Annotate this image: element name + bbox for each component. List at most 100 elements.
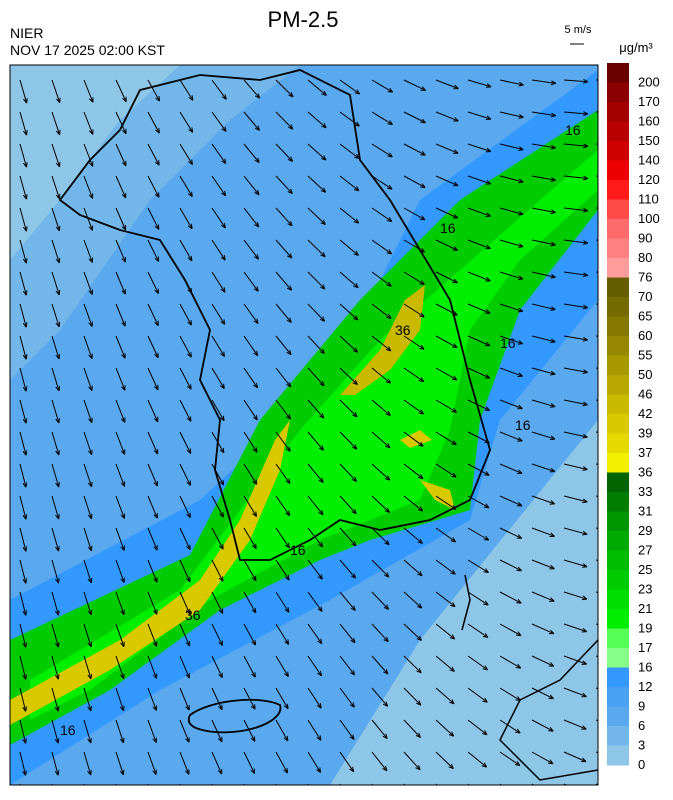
colorbar-label: 90: [638, 231, 652, 246]
colorbar-label: 120: [638, 172, 660, 187]
wind-arrow: [500, 784, 519, 795]
contour-label: 16: [440, 220, 456, 236]
colorbar-label: 140: [638, 153, 660, 168]
colorbar-box: [607, 200, 629, 220]
colorbar-label: 29: [638, 523, 652, 538]
wind-arrow: [52, 784, 58, 795]
colorbar-label: 42: [638, 406, 652, 421]
colorbar-label: 25: [638, 562, 652, 577]
contour-label: 16: [60, 722, 76, 738]
colorbar-label: 27: [638, 543, 652, 558]
colorbar-box: [607, 161, 629, 181]
colorbar-box: [607, 434, 629, 454]
colorbar-label: 31: [638, 504, 652, 519]
colorbar-box: [607, 219, 629, 239]
colorbar-label: 12: [638, 679, 652, 694]
colorbar-label: 21: [638, 601, 652, 616]
colorbar-label: 60: [638, 328, 652, 343]
colorbar-box: [607, 551, 629, 571]
colorbar-box: [607, 687, 629, 707]
colorbar-label: 19: [638, 621, 652, 636]
wind-arrow: [340, 784, 353, 795]
colorbar-label: 150: [638, 133, 660, 148]
colorbar-label: 37: [638, 445, 652, 460]
wind-arrow: [180, 784, 189, 795]
colorbar-box: [607, 531, 629, 551]
title: PM-2.5: [268, 7, 339, 32]
colorbar-label: 80: [638, 250, 652, 265]
colorbar-box: [607, 83, 629, 103]
colorbar-label: 200: [638, 75, 660, 90]
colorbar-box: [607, 570, 629, 590]
colorbar-label: 50: [638, 367, 652, 382]
colorbar-box: [607, 726, 629, 746]
colorbar-box: [607, 609, 629, 629]
colorbar-label: 55: [638, 348, 652, 363]
colorbar-label: 33: [638, 484, 652, 499]
colorbar-box: [607, 297, 629, 317]
wind-arrow: [596, 784, 619, 792]
colorbar-box: [607, 278, 629, 298]
source: NIER: [10, 25, 43, 41]
wind-arrow: [564, 784, 586, 794]
colorbar-box: [607, 590, 629, 610]
colorbar-box: [607, 239, 629, 259]
wind-arrow: [84, 784, 91, 795]
colorbar-label: 76: [638, 270, 652, 285]
wind-arrow-head: [614, 789, 619, 793]
colorbar-box: [607, 356, 629, 376]
colorbar-label: 17: [638, 640, 652, 655]
colorbar-label: 160: [638, 114, 660, 129]
colorbar-box: [607, 258, 629, 278]
wind-arrow: [532, 784, 553, 795]
datetime: NOV 17 2025 02:00 KST: [10, 42, 165, 58]
colorbar-label: 39: [638, 426, 652, 441]
colorbar-box: [607, 395, 629, 415]
colorbar-box: [607, 141, 629, 161]
contour-label: 36: [395, 322, 411, 338]
colorbar-label: 6: [638, 718, 645, 733]
colorbar-box: [607, 707, 629, 727]
colorbar-box: [607, 317, 629, 337]
colorbar-box: [607, 414, 629, 434]
wind-arrow: [468, 784, 486, 795]
wind-arrow: [116, 784, 123, 795]
wind-arrow: [436, 784, 453, 795]
colorbar-box: [607, 336, 629, 356]
colorbar-label: 100: [638, 211, 660, 226]
wind-arrow: [148, 784, 156, 795]
wind-arrow-head: [581, 790, 586, 794]
colorbar-label: 170: [638, 94, 660, 109]
colorbar-label: 36: [638, 465, 652, 480]
colorbar-box: [607, 453, 629, 473]
colorbar: 2001701601501401201101009080767065605550…: [607, 63, 660, 772]
colorbar-label: 9: [638, 699, 645, 714]
colorbar-box: [607, 629, 629, 649]
colorbar-box: [607, 122, 629, 142]
colorbar-box: [607, 473, 629, 493]
colorbar-label: 110: [638, 192, 659, 207]
colorbar-unit: μg/m³: [619, 40, 653, 55]
colorbar-box: [607, 63, 629, 83]
wind-arrow: [212, 784, 221, 795]
colorbar-label: 0: [638, 757, 645, 772]
wind-arrow: [372, 784, 387, 795]
colorbar-label: 3: [638, 738, 645, 753]
map: 16 16 16 16 16 16 36 36: [10, 65, 620, 795]
wind-arrow: [244, 784, 254, 795]
contour-label: 16: [290, 542, 306, 558]
colorbar-label: 70: [638, 289, 652, 304]
colorbar-box: [607, 668, 629, 688]
colorbar-box: [607, 648, 629, 668]
wind-arrow: [404, 784, 420, 795]
contour-label: 16: [515, 417, 531, 433]
contour-label: 16: [500, 335, 516, 351]
colorbar-box: [607, 102, 629, 122]
wind-arrow: [20, 784, 26, 795]
colorbar-box: [607, 746, 629, 766]
colorbar-box: [607, 512, 629, 532]
colorbar-label: 16: [638, 660, 652, 675]
wind-scale-label: 5 m/s: [565, 24, 592, 36]
wind-arrow: [276, 784, 287, 795]
